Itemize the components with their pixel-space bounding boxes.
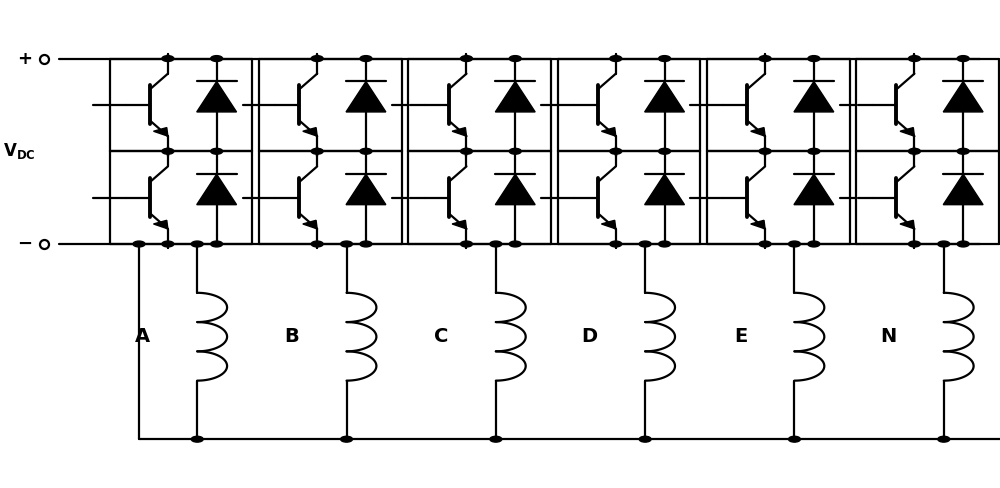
Circle shape xyxy=(162,241,174,247)
Circle shape xyxy=(162,148,174,154)
Circle shape xyxy=(659,241,671,247)
Circle shape xyxy=(133,241,145,247)
Circle shape xyxy=(360,56,372,61)
Text: D: D xyxy=(582,327,598,346)
Circle shape xyxy=(957,56,969,61)
Text: N: N xyxy=(880,327,896,346)
Circle shape xyxy=(808,148,820,154)
Circle shape xyxy=(490,241,502,247)
Circle shape xyxy=(461,56,472,61)
Circle shape xyxy=(639,241,651,247)
Polygon shape xyxy=(452,220,466,229)
Polygon shape xyxy=(645,81,684,112)
Text: E: E xyxy=(734,327,747,346)
Polygon shape xyxy=(900,220,914,229)
Circle shape xyxy=(938,436,950,442)
Polygon shape xyxy=(303,127,317,136)
Circle shape xyxy=(509,241,521,247)
Polygon shape xyxy=(794,174,834,204)
Circle shape xyxy=(360,148,372,154)
Circle shape xyxy=(908,241,920,247)
Circle shape xyxy=(341,241,353,247)
Circle shape xyxy=(211,148,223,154)
Circle shape xyxy=(788,436,800,442)
Circle shape xyxy=(360,241,372,247)
Text: B: B xyxy=(285,327,299,346)
Polygon shape xyxy=(346,174,386,204)
Circle shape xyxy=(759,241,771,247)
Polygon shape xyxy=(601,127,616,136)
Circle shape xyxy=(610,56,622,61)
Circle shape xyxy=(610,148,622,154)
Text: +: + xyxy=(17,50,32,67)
Circle shape xyxy=(957,241,969,247)
Circle shape xyxy=(759,148,771,154)
Circle shape xyxy=(509,148,521,154)
Text: $\mathbf{V_{DC}}$: $\mathbf{V_{DC}}$ xyxy=(3,142,36,161)
Circle shape xyxy=(788,241,800,247)
Circle shape xyxy=(461,241,472,247)
Polygon shape xyxy=(346,81,386,112)
Circle shape xyxy=(938,241,950,247)
Circle shape xyxy=(461,148,472,154)
Polygon shape xyxy=(645,174,684,204)
Text: −: − xyxy=(17,235,32,253)
Circle shape xyxy=(509,56,521,61)
Circle shape xyxy=(311,148,323,154)
Polygon shape xyxy=(197,81,237,112)
Circle shape xyxy=(908,56,920,61)
Circle shape xyxy=(957,148,969,154)
Polygon shape xyxy=(197,174,237,204)
Circle shape xyxy=(808,56,820,61)
Polygon shape xyxy=(943,81,983,112)
Polygon shape xyxy=(495,174,535,204)
Circle shape xyxy=(311,56,323,61)
Circle shape xyxy=(191,241,203,247)
Polygon shape xyxy=(794,81,834,112)
Circle shape xyxy=(908,148,920,154)
Circle shape xyxy=(191,436,203,442)
Polygon shape xyxy=(751,127,765,136)
Circle shape xyxy=(610,241,622,247)
Polygon shape xyxy=(601,220,616,229)
Circle shape xyxy=(211,241,223,247)
Polygon shape xyxy=(495,81,535,112)
Circle shape xyxy=(311,241,323,247)
Circle shape xyxy=(341,436,353,442)
Polygon shape xyxy=(303,220,317,229)
Circle shape xyxy=(639,436,651,442)
Polygon shape xyxy=(452,127,466,136)
Circle shape xyxy=(162,56,174,61)
Polygon shape xyxy=(943,174,983,204)
Circle shape xyxy=(808,241,820,247)
Polygon shape xyxy=(153,127,168,136)
Circle shape xyxy=(211,56,223,61)
Polygon shape xyxy=(153,220,168,229)
Polygon shape xyxy=(900,127,914,136)
Circle shape xyxy=(490,436,502,442)
Polygon shape xyxy=(751,220,765,229)
Circle shape xyxy=(659,148,671,154)
Circle shape xyxy=(659,56,671,61)
Circle shape xyxy=(759,56,771,61)
Text: A: A xyxy=(135,327,150,346)
Text: C: C xyxy=(434,327,449,346)
